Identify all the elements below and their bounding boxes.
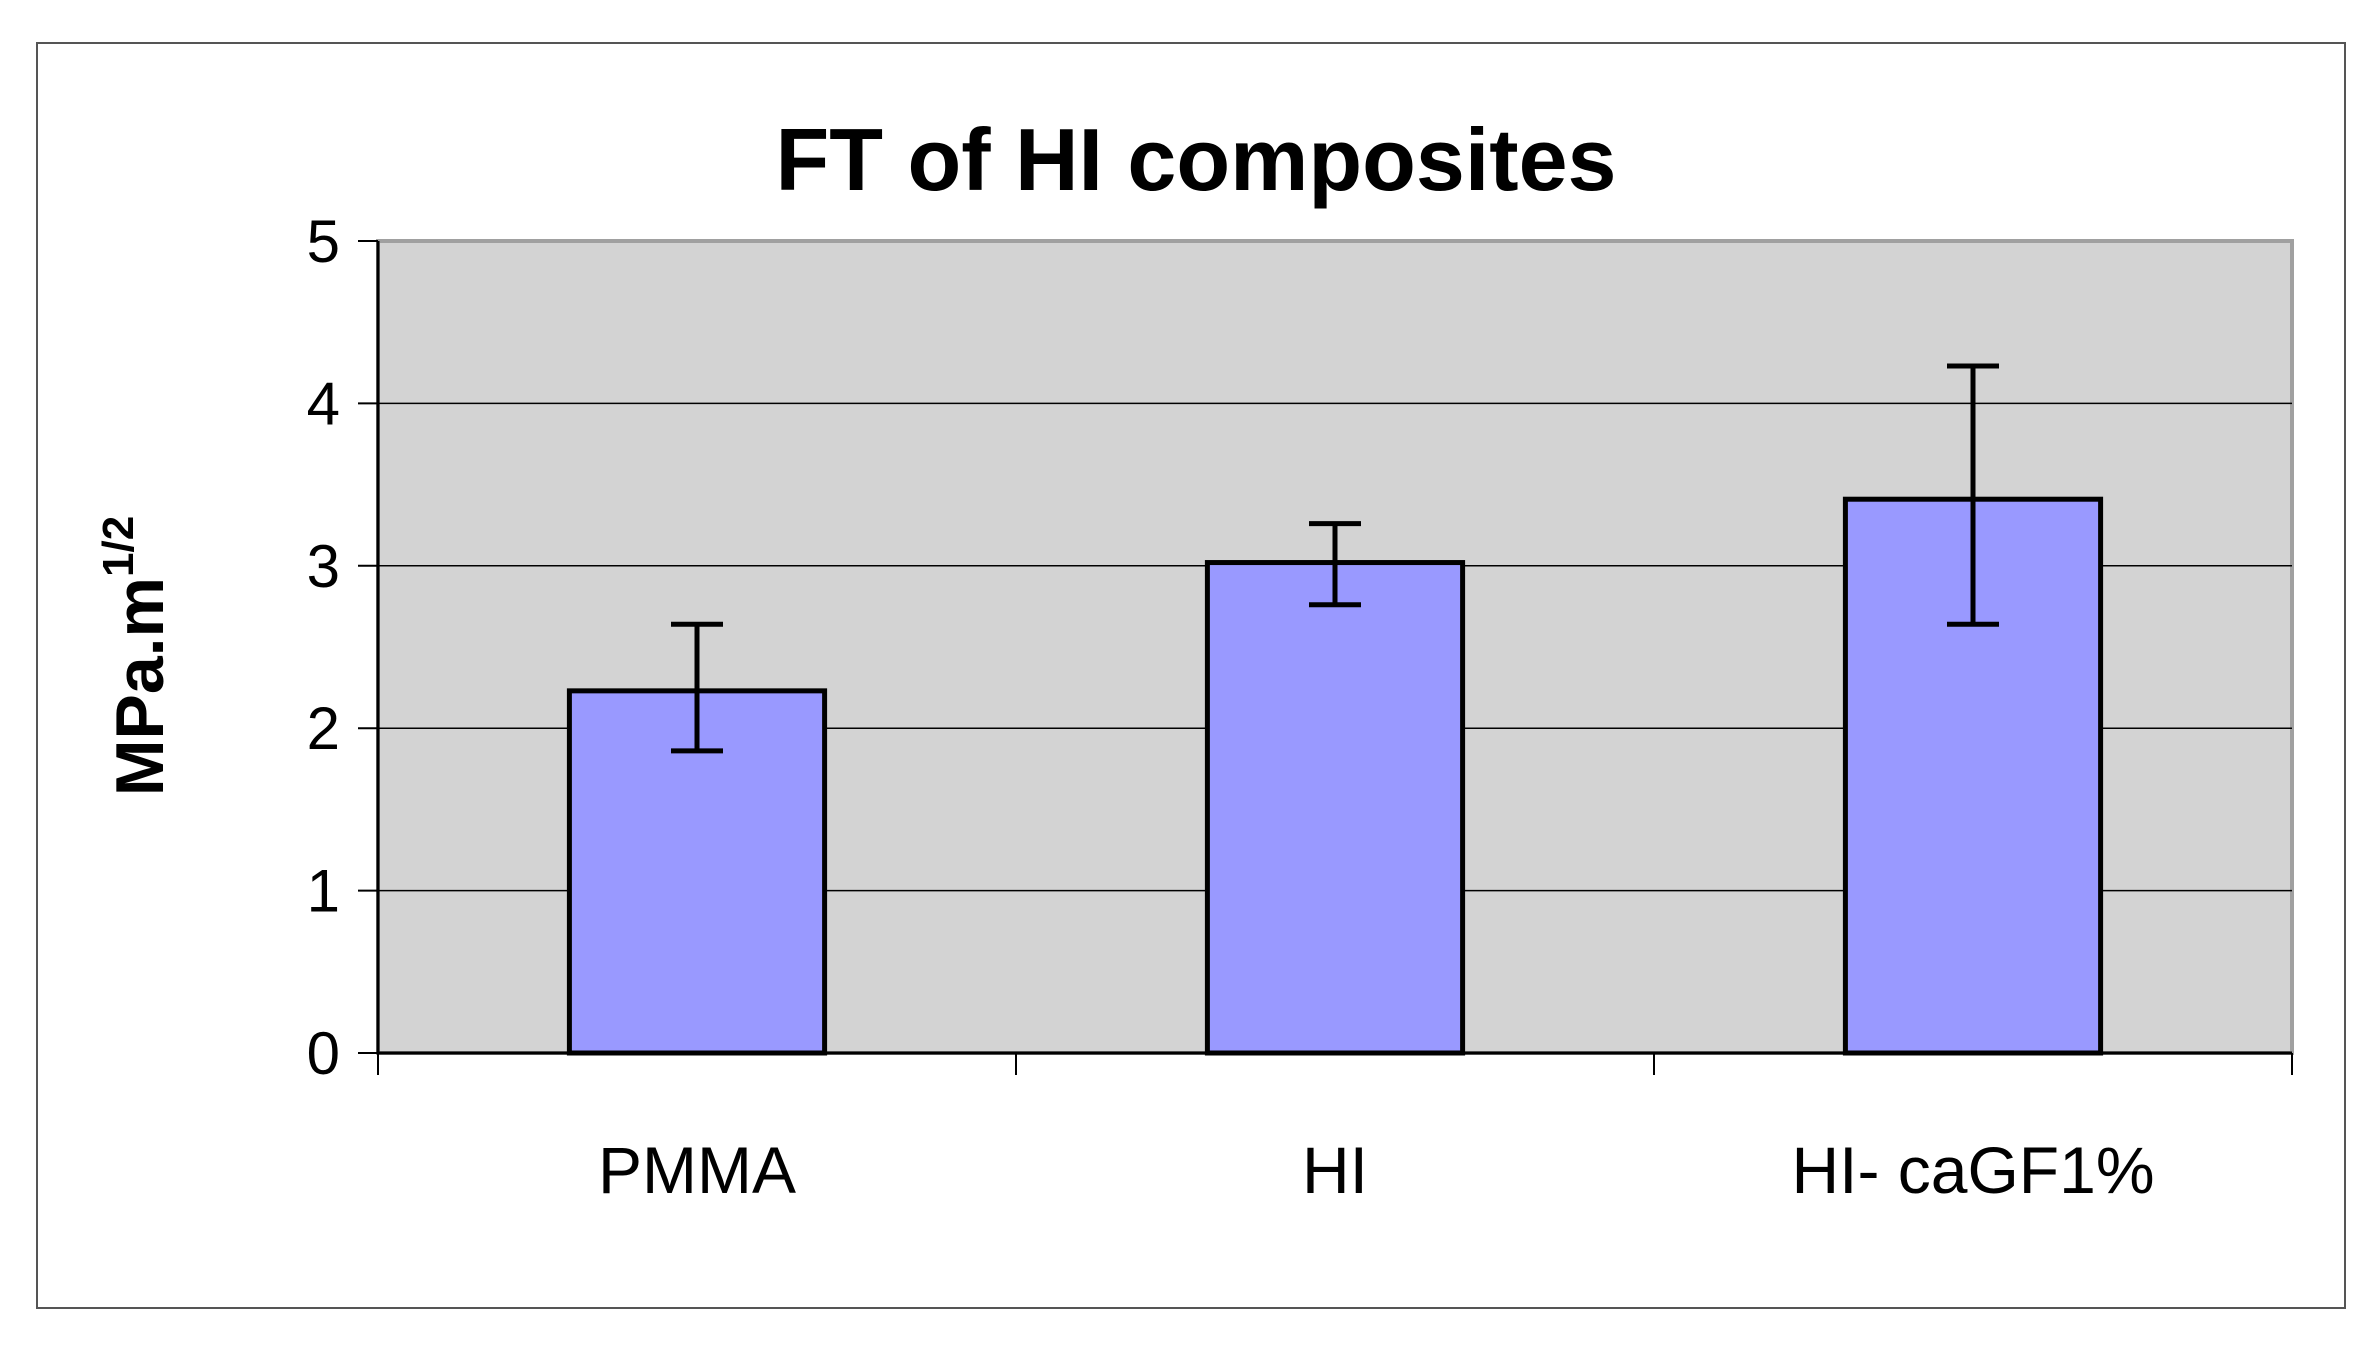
y-tick-label: 3 bbox=[307, 533, 340, 600]
y-axis-label: MPa.m1/2 bbox=[94, 516, 178, 796]
bar bbox=[566, 688, 828, 1056]
y-tick-label: 4 bbox=[307, 370, 340, 437]
bar bbox=[1204, 560, 1466, 1056]
y-tick-label: 5 bbox=[307, 208, 340, 275]
x-tick-label: PMMA bbox=[598, 1133, 796, 1207]
x-tick-label: HI bbox=[1302, 1133, 1368, 1207]
plot-area: 0 1 2 3 4 5 PMMA HI HI- caGF1% bbox=[307, 208, 2294, 1207]
y-tick-label: 1 bbox=[307, 858, 340, 925]
y-axis-label-superscript: 1/2 bbox=[94, 516, 143, 577]
y-axis-label-text: MPa.m bbox=[102, 577, 178, 796]
y-tick-label: 0 bbox=[307, 1020, 340, 1087]
y-tick-label: 2 bbox=[307, 695, 340, 762]
chart-title: FT of HI composites bbox=[776, 110, 1617, 209]
x-tick-label: HI- caGF1% bbox=[1791, 1133, 2154, 1207]
